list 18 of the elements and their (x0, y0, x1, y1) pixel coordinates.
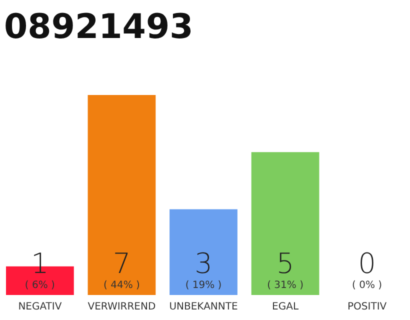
data-label: 3 (194, 247, 212, 280)
annotation: ( 44% ) (104, 280, 140, 291)
annotation: ( 6% ) (24, 280, 56, 291)
annotation: ( 0% ) (352, 280, 382, 291)
annotation: ( 19% ) (185, 280, 222, 291)
x-tick-label: EGAL (272, 302, 299, 312)
bar (170, 209, 238, 295)
bar (88, 95, 156, 295)
bar (251, 152, 320, 295)
x-tick-label: VERWIRREND (88, 302, 156, 312)
x-tick-label: UNBEKANNTE (169, 302, 238, 312)
annotation: ( 31% ) (267, 280, 304, 291)
x-tick-label: NEGATIV (18, 302, 62, 312)
data-label: 0 (358, 247, 376, 280)
data-label: 7 (112, 247, 131, 280)
data-label: 5 (276, 247, 294, 280)
chart-title: 08921493 (4, 7, 194, 47)
x-tick-label: POSITIV (348, 302, 387, 312)
